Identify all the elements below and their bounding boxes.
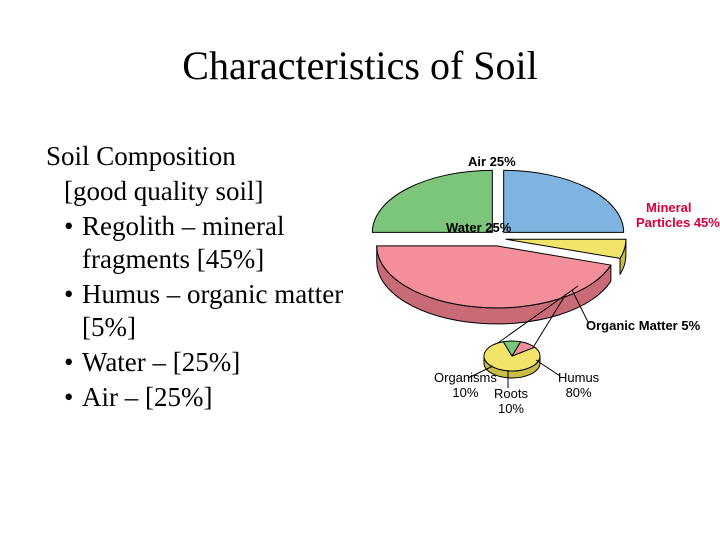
chart-area: Air 25% Water 25% Organic Matter 5% Mine…	[338, 138, 708, 438]
list-item: Water – [25%]	[64, 346, 346, 379]
bullet-list: Regolith – mineral fragments [45%] Humus…	[46, 210, 346, 414]
list-item: Humus – organic matter [5%]	[64, 278, 346, 344]
text-subheading: [good quality soil]	[46, 175, 346, 208]
label-air: Air 25%	[468, 154, 516, 169]
label-organisms: Organisms10%	[434, 370, 497, 400]
label-water: Water 25%	[446, 220, 511, 235]
body-text: Soil Composition [good quality soil] Reg…	[46, 140, 346, 416]
list-item: Regolith – mineral fragments [45%]	[64, 210, 346, 276]
page-title: Characteristics of Soil	[0, 42, 720, 89]
label-mineral-2: Particles 45%	[636, 215, 720, 230]
label-organic: Organic Matter 5%	[586, 318, 700, 333]
label-mineral-1: Mineral	[646, 200, 692, 215]
slide: Characteristics of Soil Soil Composition…	[0, 0, 720, 540]
text-heading: Soil Composition	[46, 140, 346, 173]
list-item: Air – [25%]	[64, 381, 346, 414]
label-roots: Roots10%	[494, 386, 528, 416]
label-humus: Humus80%	[558, 370, 599, 400]
